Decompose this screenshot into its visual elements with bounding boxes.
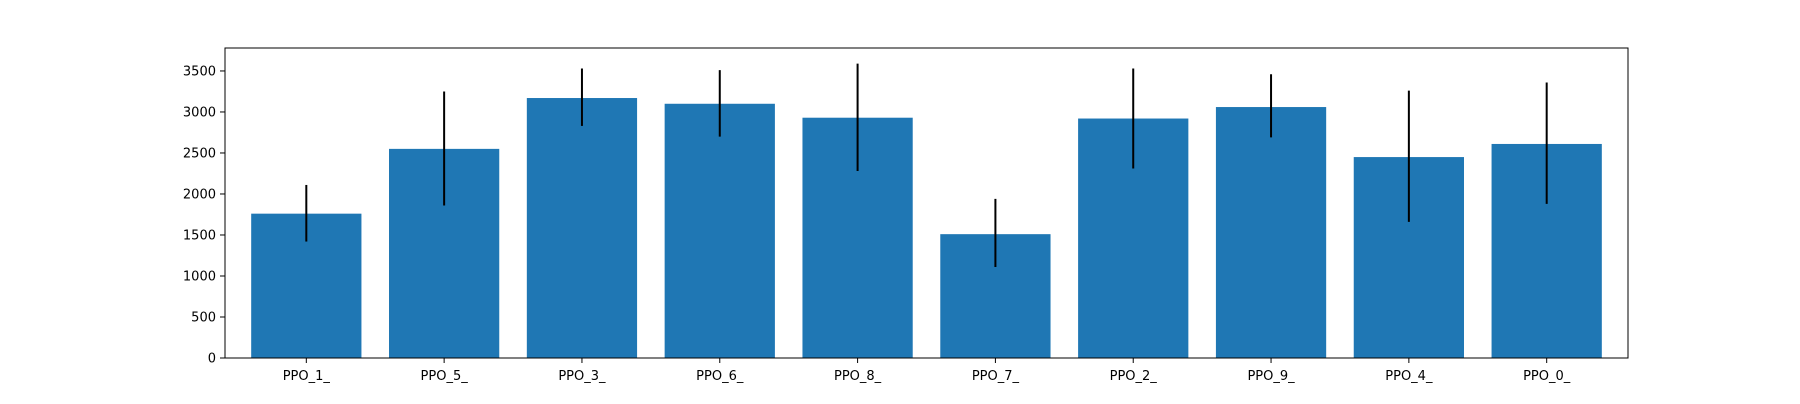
bar-PPO_9_ bbox=[1215, 107, 1327, 358]
y-tick-label-3500: 3500 bbox=[183, 64, 216, 79]
axes-frame bbox=[224, 47, 1629, 359]
y-tick-label-1500: 1500 bbox=[183, 228, 216, 243]
bar-PPO_3_ bbox=[526, 98, 638, 358]
y-tick-label-2000: 2000 bbox=[183, 187, 216, 202]
x-tick-label-PPO_3_: PPO_3_ bbox=[558, 369, 606, 384]
y-tick-label-0: 0 bbox=[208, 352, 216, 367]
y-tick-label-2500: 2500 bbox=[183, 146, 216, 161]
x-tick-label-PPO_7_: PPO_7_ bbox=[972, 369, 1020, 384]
y-axis: 0 500 1000 1500 2000 2500 3000 3500 bbox=[183, 64, 225, 367]
x-tick-label-PPO_0_: PPO_0_ bbox=[1523, 369, 1571, 384]
x-tick-label-PPO_5_: PPO_5_ bbox=[421, 369, 469, 384]
plot-area bbox=[251, 63, 1602, 359]
bar-PPO_6_ bbox=[664, 103, 775, 358]
x-tick-label-PPO_1_: PPO_1_ bbox=[283, 369, 331, 384]
x-tick-label-PPO_9_: PPO_9_ bbox=[1247, 369, 1295, 384]
y-tick-label-500: 500 bbox=[191, 310, 216, 325]
x-tick-label-PPO_8_: PPO_8_ bbox=[834, 369, 882, 384]
x-axis: PPO_1_ PPO_5_ PPO_3_ PPO_6_ PPO_8_ PPO_7_ PPO_… bbox=[283, 358, 1571, 384]
x-tick-label-PPO_4_: PPO_4_ bbox=[1385, 369, 1433, 384]
x-tick-label-PPO_6_: PPO_6_ bbox=[696, 369, 744, 384]
y-tick-label-3000: 3000 bbox=[183, 105, 216, 120]
x-tick-label-PPO_2_: PPO_2_ bbox=[1110, 369, 1158, 384]
y-tick-label-1000: 1000 bbox=[183, 269, 216, 284]
